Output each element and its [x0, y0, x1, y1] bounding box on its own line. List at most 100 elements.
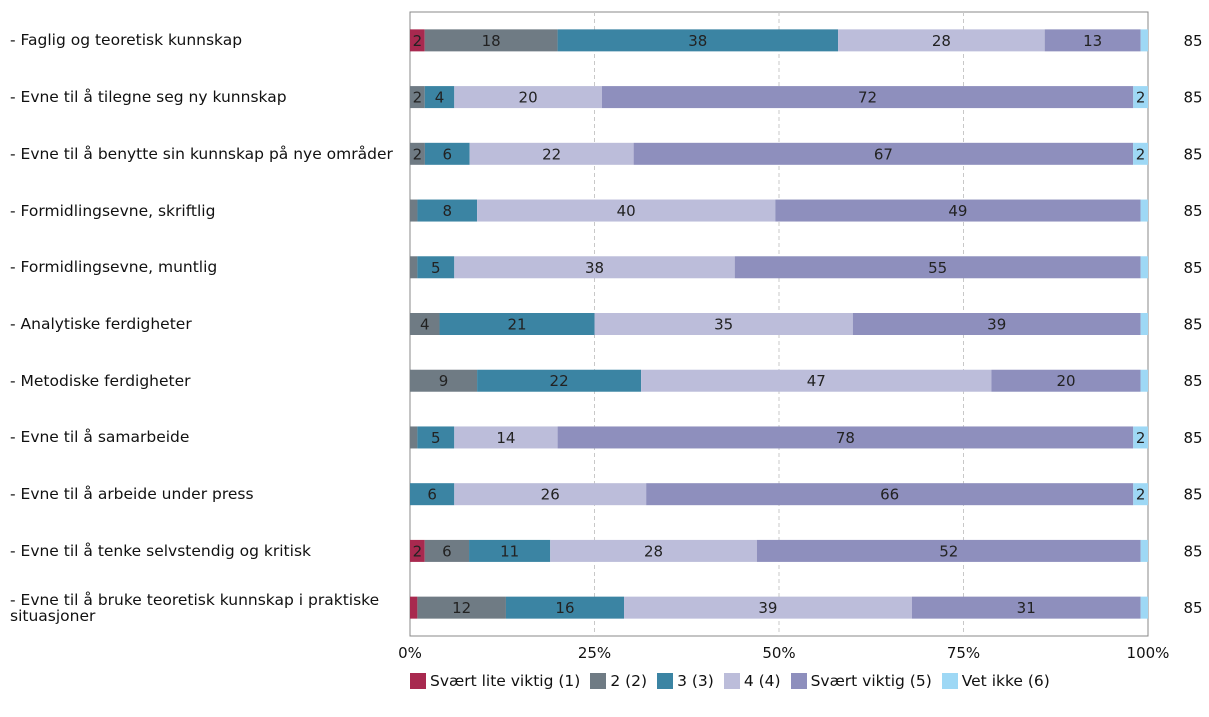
data-label: 38 — [585, 259, 604, 277]
data-label: 20 — [519, 89, 538, 107]
data-label: 20 — [1056, 372, 1075, 390]
data-label: 16 — [555, 599, 574, 617]
bar-segment — [557, 426, 1134, 449]
bar-segment — [646, 483, 1134, 506]
bar-segment — [838, 29, 1045, 52]
bars: 2 18 38 28 13 852 4 20 72 2 852 6 22 67 2 858 40 49 855 38 5… — [410, 29, 1203, 619]
row-total: 85 — [1183, 599, 1202, 617]
category-label: - Analytiske ferdigheter — [10, 315, 192, 333]
category-label: - Evne til å arbeide under press — [10, 485, 254, 504]
bar-segment — [424, 142, 470, 165]
row-total: 85 — [1183, 429, 1202, 447]
bar-segment — [454, 86, 602, 109]
category-label: - Formidlingsevne, muntlig — [10, 258, 218, 277]
legend-label: Svært lite viktig (1) — [430, 672, 581, 690]
bar-segment — [417, 426, 455, 449]
data-label: 11 — [500, 542, 519, 560]
legend-swatch — [790, 673, 807, 689]
bar-segment — [410, 256, 418, 279]
legend-item: 2 (2) — [590, 670, 647, 692]
bar-segment — [1140, 369, 1148, 392]
row-total: 85 — [1183, 259, 1202, 277]
category-label: - Evne til å tilegne seg ny kunnskap — [10, 88, 287, 107]
category-label: - Faglig og teoretisk kunnskap — [10, 31, 243, 50]
row-total: 85 — [1183, 316, 1202, 334]
data-label: 2 — [1136, 145, 1146, 163]
data-label: 2 — [413, 542, 423, 560]
bar-segment — [410, 142, 425, 165]
bar-segment — [454, 256, 735, 279]
legend-swatch — [723, 673, 740, 689]
bar-segment — [424, 86, 455, 109]
category-label: - Evne til å benytte sin kunnskap på nye… — [10, 144, 393, 163]
data-label: 38 — [688, 32, 707, 50]
data-label: 49 — [948, 202, 967, 220]
bar-segment — [633, 142, 1134, 165]
legend-item: 4 (4) — [723, 670, 781, 692]
data-label: 2 — [1136, 429, 1146, 447]
data-label: 35 — [714, 316, 733, 334]
legend-label: 2 (2) — [610, 672, 648, 690]
data-label: 5 — [431, 429, 441, 447]
data-label: 28 — [644, 542, 663, 560]
row-total: 85 — [1183, 145, 1202, 163]
bar-segment — [469, 142, 634, 165]
legend-swatch — [590, 673, 607, 689]
bar-segment — [424, 539, 470, 562]
legend-label: 3 (3) — [677, 672, 714, 690]
bar-segment — [775, 199, 1141, 222]
data-label: 39 — [758, 599, 777, 617]
data-label: 4 — [420, 316, 430, 334]
data-label: 6 — [427, 486, 437, 504]
bar-segment — [410, 483, 455, 506]
bar-segment — [410, 29, 425, 52]
bar-segment — [417, 596, 506, 619]
data-label: 22 — [550, 372, 569, 390]
data-label: 52 — [939, 542, 958, 560]
bar-segment — [439, 313, 595, 335]
row-total: 85 — [1183, 542, 1202, 560]
x-tick-label: 75% — [947, 644, 980, 662]
data-label: 4 — [435, 89, 445, 107]
data-label: 78 — [836, 429, 855, 447]
bar-segment — [469, 539, 551, 562]
legend-swatch — [657, 673, 674, 689]
category-label: - Evne til å bruke teoretisk kunnskap i … — [10, 590, 380, 625]
data-label: 12 — [452, 599, 471, 617]
category-label: - Metodiske ferdigheter — [10, 371, 191, 390]
bar-segment — [1133, 142, 1148, 165]
bar-segment — [1140, 199, 1148, 222]
bar-segment — [1133, 86, 1148, 109]
bar-segment — [1044, 29, 1141, 52]
legend-label: Vet ikke (6) — [961, 672, 1050, 690]
legend-label: 4 (4) — [743, 672, 781, 690]
bar-segment — [734, 256, 1141, 279]
category-label: - Evne til å samarbeide — [10, 428, 190, 447]
legend-label: Svært viktig (5) — [810, 672, 932, 690]
bar-segment — [756, 539, 1141, 562]
data-label: 66 — [880, 486, 899, 504]
data-label: 22 — [542, 145, 561, 163]
row-total: 85 — [1183, 89, 1202, 107]
bar-segment — [1140, 539, 1148, 562]
bar-segment — [417, 256, 455, 279]
bar-segment — [410, 199, 418, 222]
data-label: 13 — [1083, 32, 1102, 50]
row-total: 85 — [1183, 32, 1202, 50]
bar-segment — [410, 426, 418, 449]
x-tick-label: 50% — [762, 644, 795, 662]
bar-segment — [641, 369, 992, 392]
bar-segment — [454, 426, 558, 449]
data-label: 28 — [932, 32, 951, 50]
legend-item: Vet ikke (6) — [941, 670, 1050, 692]
bar-segment — [1140, 256, 1148, 279]
bar-segment — [424, 29, 558, 52]
legend: Svært lite viktig (1) 2 (2) 3 (3) 4 (4) Svær… — [410, 670, 1110, 698]
x-tick-label: 0% — [398, 644, 422, 662]
row-total: 85 — [1183, 486, 1202, 504]
data-label: 2 — [1136, 89, 1146, 107]
legend-item: Svært viktig (5) — [790, 670, 932, 692]
legend-swatch — [941, 673, 958, 689]
data-label: 40 — [617, 202, 636, 220]
bar-segment — [417, 199, 478, 222]
